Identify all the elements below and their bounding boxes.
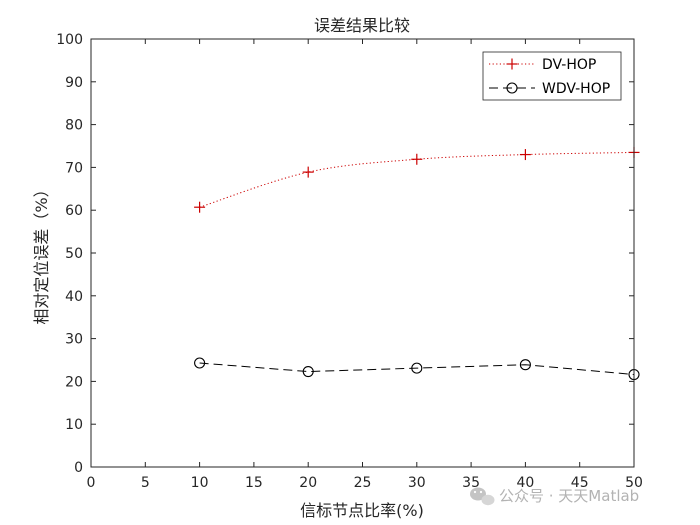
wechat-icon	[470, 487, 495, 506]
legend-box	[482, 51, 622, 101]
x-tick-label: 35	[462, 475, 480, 491]
legend: DV-HOP WDV-HOP	[482, 51, 622, 101]
data-point-series-2	[194, 357, 206, 369]
y-tick-label: 100	[56, 32, 83, 48]
y-tick-label: 40	[65, 289, 83, 305]
y-tick-label: 30	[65, 332, 83, 348]
ticks-layer: 0 5 10 15 20 25 30 35 40 45 50 0 10 20 30 40 50 60 70 80 90 1…	[56, 32, 643, 491]
y-tick-label: 50	[65, 246, 83, 262]
legend-marker	[506, 82, 518, 94]
x-tick-label: 50	[625, 475, 643, 491]
series-line-2	[199, 362, 635, 376]
x-tick-label: 15	[245, 475, 263, 491]
data-point-series-2	[519, 359, 531, 371]
watermark: 公众号 · 天天Matlab	[470, 487, 639, 506]
x-tick-label: 30	[408, 475, 426, 491]
x-tick-label: 0	[87, 475, 96, 491]
x-tick-label: 40	[516, 475, 534, 491]
x-axis-title: 信标节点比率(%)	[300, 501, 424, 520]
data-point-series-2	[411, 362, 423, 374]
data-point-series-1	[302, 166, 314, 178]
legend-entry-2: WDV-HOP	[489, 81, 610, 97]
data-point-series-1	[519, 149, 531, 161]
x-tick-label: 5	[141, 475, 150, 491]
x-tick-label: 10	[191, 475, 209, 491]
x-tick-label: 20	[299, 475, 317, 491]
y-tick-label: 0	[74, 460, 83, 476]
plot-area	[91, 39, 634, 467]
legend-label: DV-HOP	[542, 57, 596, 73]
watermark-text: 公众号 · 天天Matlab	[499, 487, 639, 505]
legend-label: WDV-HOP	[542, 81, 610, 97]
legend-items: DV-HOP WDV-HOP	[489, 57, 610, 97]
y-tick-label: 10	[65, 417, 83, 433]
y-axis-title: 相对定位误差（%）	[32, 181, 51, 324]
x-tick-label: 25	[354, 475, 372, 491]
legend-entry-1: DV-HOP	[489, 57, 596, 73]
data-point-series-1	[411, 153, 423, 165]
x-tick-label: 45	[571, 475, 589, 491]
y-tick-label: 60	[65, 203, 83, 219]
y-tick-label: 80	[65, 118, 83, 134]
data-point-series-2	[302, 366, 314, 378]
chart-title: 误差结果比较	[314, 16, 410, 35]
y-tick-label: 20	[65, 374, 83, 390]
legend-marker	[506, 58, 518, 70]
y-tick-label: 90	[65, 75, 83, 91]
data-point-series-1	[194, 201, 206, 213]
y-tick-label: 70	[65, 160, 83, 176]
